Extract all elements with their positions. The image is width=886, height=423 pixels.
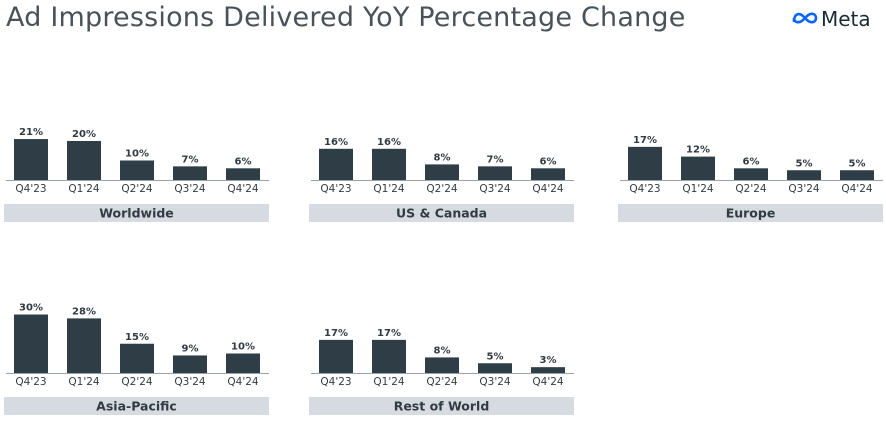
value-label-worldwide-q4-24: 6% [235, 156, 252, 167]
value-label-rest-of-world-q2-24: 8% [434, 345, 451, 356]
region-title-us-canada: US & Canada [396, 206, 487, 221]
tick-label-rest-of-world-q4-23: Q4'23 [320, 376, 351, 388]
bar-rest-of-world-q4-23 [319, 339, 353, 373]
bar-us-canada-q1-24 [372, 148, 406, 180]
tick-label-europe-q1-24: Q1'24 [682, 183, 714, 195]
value-label-us-canada-q1-24: 16% [377, 137, 401, 148]
meta-logo-text: Meta [821, 7, 871, 31]
bar-worldwide-q4-24 [226, 168, 260, 180]
bar-rest-of-world-q2-24 [425, 357, 459, 373]
value-label-europe-q1-24: 12% [686, 145, 710, 156]
tick-label-asia-pacific-q2-24: Q2'24 [121, 376, 153, 388]
bar-asia-pacific-q4-23 [14, 314, 48, 373]
bar-rest-of-world-q1-24 [372, 339, 406, 373]
bar-rest-of-world-q4-24 [531, 367, 565, 373]
region-band-europe [618, 204, 883, 222]
value-label-asia-pacific-q4-24: 10% [231, 342, 255, 353]
value-label-rest-of-world-q1-24: 17% [377, 328, 401, 339]
bar-worldwide-q1-24 [67, 141, 101, 180]
value-label-rest-of-world-q4-23: 17% [324, 328, 348, 339]
tick-label-us-canada-q4-24: Q4'24 [532, 183, 564, 195]
bar-europe-q4-23 [628, 146, 662, 180]
value-label-worldwide-q4-23: 21% [19, 127, 43, 138]
bar-europe-q2-24 [734, 168, 768, 180]
bar-europe-q4-24 [840, 170, 874, 180]
bar-us-canada-q4-24 [531, 168, 565, 180]
tick-label-europe-q2-24: Q2'24 [735, 183, 767, 195]
value-label-rest-of-world-q4-24: 3% [540, 355, 557, 366]
meta-logo: Meta [792, 6, 882, 34]
region-band-asia-pacific [4, 397, 269, 415]
bar-asia-pacific-q3-24 [173, 355, 207, 373]
value-label-us-canada-q3-24: 7% [487, 154, 504, 165]
bar-asia-pacific-q4-24 [226, 353, 260, 373]
value-label-rest-of-world-q3-24: 5% [487, 351, 504, 362]
bar-worldwide-q3-24 [173, 166, 207, 180]
value-label-europe-q4-24: 5% [849, 158, 866, 169]
tick-label-asia-pacific-q4-24: Q4'24 [227, 376, 259, 388]
tick-label-asia-pacific-q1-24: Q1'24 [68, 376, 100, 388]
tick-label-rest-of-world-q4-24: Q4'24 [532, 376, 564, 388]
bar-worldwide-q4-23 [14, 139, 48, 180]
value-label-worldwide-q1-24: 20% [72, 129, 96, 140]
value-label-asia-pacific-q1-24: 28% [72, 306, 96, 317]
bar-asia-pacific-q1-24 [67, 318, 101, 373]
tick-label-rest-of-world-q3-24: Q3'24 [479, 376, 511, 388]
tick-label-worldwide-q4-24: Q4'24 [227, 183, 259, 195]
value-label-europe-q3-24: 5% [796, 158, 813, 169]
tick-label-worldwide-q3-24: Q3'24 [174, 183, 206, 195]
bar-europe-q3-24 [787, 170, 821, 180]
region-band-worldwide [4, 204, 269, 222]
meta-infinity-icon [792, 12, 818, 24]
chart-panel-rest-of-world: 17% Q4'23 17% Q1'24 8% Q2'24 5% Q3'24 3% Q4'24 Res… [309, 328, 574, 415]
value-label-worldwide-q2-24: 10% [125, 149, 149, 160]
value-label-asia-pacific-q4-23: 30% [19, 303, 43, 314]
chart-panel-us-canada: 16% Q4'23 16% Q1'24 8% Q2'24 7% Q3'24 6% Q4'24 US … [309, 137, 574, 222]
value-label-us-canada-q4-24: 6% [540, 156, 557, 167]
value-label-us-canada-q2-24: 8% [434, 152, 451, 163]
bar-us-canada-q2-24 [425, 164, 459, 180]
tick-label-asia-pacific-q4-23: Q4'23 [15, 376, 46, 388]
value-label-europe-q2-24: 6% [743, 156, 760, 167]
tick-label-worldwide-q4-23: Q4'23 [15, 183, 46, 195]
value-label-us-canada-q4-23: 16% [324, 137, 348, 148]
region-band-rest-of-world [309, 397, 574, 415]
region-band-us-canada [309, 204, 574, 222]
value-label-asia-pacific-q2-24: 15% [125, 332, 149, 343]
region-title-europe: Europe [726, 206, 776, 221]
bar-asia-pacific-q2-24 [120, 343, 154, 373]
tick-label-us-canada-q3-24: Q3'24 [479, 183, 511, 195]
value-label-worldwide-q3-24: 7% [182, 154, 199, 165]
tick-label-asia-pacific-q3-24: Q3'24 [174, 376, 206, 388]
bar-europe-q1-24 [681, 156, 715, 180]
page-title: Ad Impressions Delivered YoY Percentage … [6, 2, 686, 33]
bar-worldwide-q2-24 [120, 160, 154, 180]
tick-label-europe-q3-24: Q3'24 [788, 183, 820, 195]
region-title-worldwide: Worldwide [99, 206, 174, 221]
tick-label-rest-of-world-q1-24: Q1'24 [373, 376, 405, 388]
bar-us-canada-q4-23 [319, 148, 353, 180]
tick-label-europe-q4-24: Q4'24 [841, 183, 873, 195]
tick-label-us-canada-q4-23: Q4'23 [320, 183, 351, 195]
tick-label-worldwide-q1-24: Q1'24 [68, 183, 100, 195]
bar-us-canada-q3-24 [478, 166, 512, 180]
bar-rest-of-world-q3-24 [478, 363, 512, 373]
value-label-europe-q4-23: 17% [633, 135, 657, 146]
tick-label-us-canada-q1-24: Q1'24 [373, 183, 405, 195]
region-title-rest-of-world: Rest of World [394, 399, 490, 414]
chart-panel-asia-pacific: 30% Q4'23 28% Q1'24 15% Q2'24 9% Q3'24 10% Q4'24 A… [4, 303, 269, 415]
tick-label-worldwide-q2-24: Q2'24 [121, 183, 153, 195]
chart-panel-worldwide: 21% Q4'23 20% Q1'24 10% Q2'24 7% Q3'24 6% Q4'24 Wo… [4, 127, 269, 222]
tick-label-us-canada-q2-24: Q2'24 [426, 183, 458, 195]
chart-panel-europe: 17% Q4'23 12% Q1'24 6% Q2'24 5% Q3'24 5% Q4'24 Eur… [618, 135, 883, 222]
region-title-asia-pacific: Asia-Pacific [96, 399, 177, 414]
tick-label-rest-of-world-q2-24: Q2'24 [426, 376, 458, 388]
tick-label-europe-q4-23: Q4'23 [629, 183, 660, 195]
value-label-asia-pacific-q3-24: 9% [182, 343, 199, 354]
